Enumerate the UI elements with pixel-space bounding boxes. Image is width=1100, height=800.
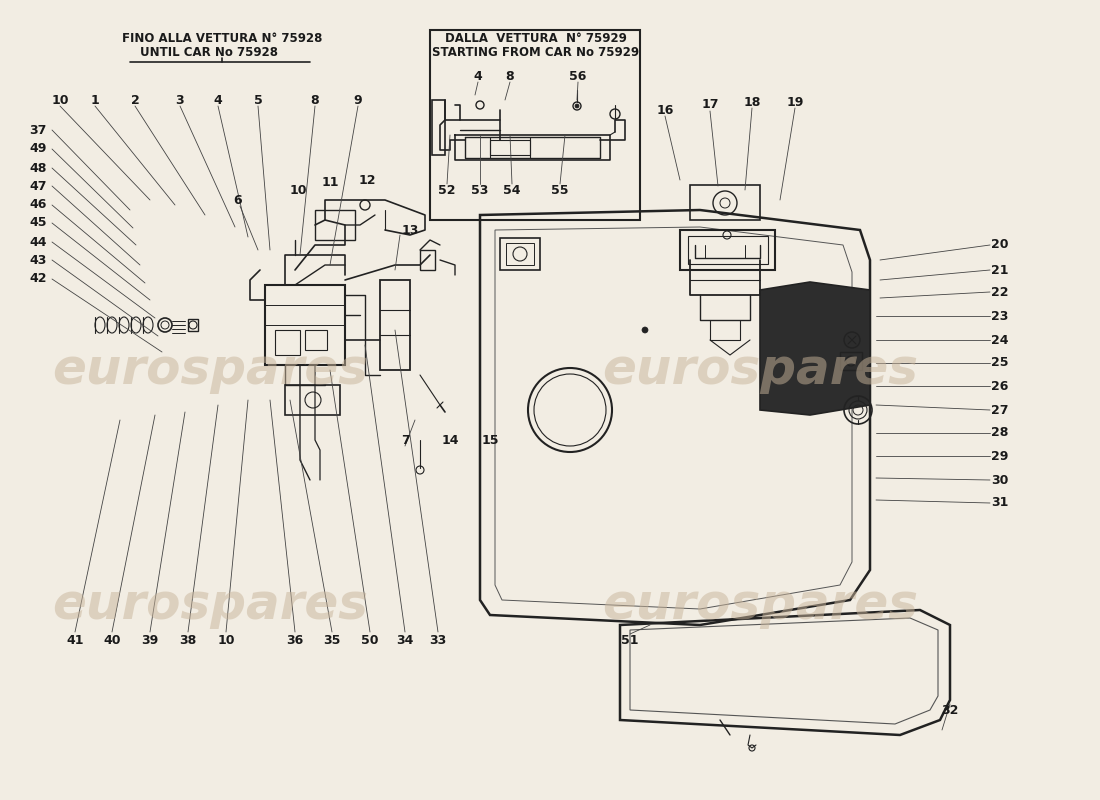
- Text: 50: 50: [361, 634, 378, 646]
- Text: FINO ALLA VETTURA N° 75928: FINO ALLA VETTURA N° 75928: [122, 31, 322, 45]
- Text: 52: 52: [438, 183, 455, 197]
- Text: 19: 19: [786, 95, 804, 109]
- Text: DALLA  VETTURA  N° 75929: DALLA VETTURA N° 75929: [446, 31, 627, 45]
- Text: 51: 51: [621, 634, 639, 646]
- Bar: [430, 30, 640, 220]
- Text: 4: 4: [213, 94, 222, 106]
- Bar: [265, 285, 345, 365]
- Text: 10: 10: [218, 634, 234, 646]
- Text: 18: 18: [744, 95, 761, 109]
- Text: 44: 44: [30, 235, 46, 249]
- Text: 56: 56: [570, 70, 586, 82]
- Text: 5: 5: [254, 94, 263, 106]
- Text: 9: 9: [354, 94, 362, 106]
- Text: 48: 48: [30, 162, 46, 174]
- Text: 28: 28: [991, 426, 1009, 439]
- Text: 4: 4: [474, 70, 483, 82]
- Bar: [379, 280, 410, 370]
- Text: 30: 30: [991, 474, 1009, 486]
- Circle shape: [575, 104, 579, 108]
- Text: 49: 49: [30, 142, 46, 155]
- Bar: [688, 236, 768, 264]
- Text: 31: 31: [991, 497, 1009, 510]
- Bar: [840, 352, 862, 370]
- Text: 8: 8: [310, 94, 319, 106]
- Text: 55: 55: [551, 183, 569, 197]
- Text: 20: 20: [991, 238, 1009, 251]
- Text: 6: 6: [233, 194, 242, 206]
- Bar: [315, 210, 355, 240]
- Text: 54: 54: [504, 183, 520, 197]
- Text: 40: 40: [103, 634, 121, 646]
- Text: 32: 32: [942, 703, 959, 717]
- Text: UNTIL CAR No 75928: UNTIL CAR No 75928: [140, 46, 278, 58]
- Text: 1: 1: [90, 94, 99, 106]
- Text: 10: 10: [52, 94, 68, 106]
- Text: 13: 13: [402, 223, 419, 237]
- Bar: [500, 238, 540, 270]
- Text: eurospares: eurospares: [52, 346, 368, 394]
- Bar: [420, 250, 434, 270]
- Text: 43: 43: [30, 254, 46, 266]
- Text: 34: 34: [396, 634, 414, 646]
- Bar: [275, 330, 300, 355]
- Bar: [506, 243, 534, 265]
- Polygon shape: [760, 282, 870, 415]
- Text: 8: 8: [506, 70, 515, 82]
- Text: 25: 25: [991, 357, 1009, 370]
- Text: 35: 35: [323, 634, 341, 646]
- Text: 38: 38: [179, 634, 197, 646]
- Bar: [490, 140, 530, 155]
- Text: 12: 12: [359, 174, 376, 186]
- Text: 47: 47: [30, 179, 46, 193]
- Text: 39: 39: [142, 634, 158, 646]
- Text: eurospares: eurospares: [52, 581, 368, 629]
- Text: 42: 42: [30, 273, 46, 286]
- Text: 14: 14: [441, 434, 459, 446]
- Bar: [690, 185, 760, 220]
- Text: 16: 16: [657, 103, 673, 117]
- Circle shape: [642, 327, 648, 333]
- Text: 7: 7: [400, 434, 409, 446]
- Text: 46: 46: [30, 198, 46, 211]
- Text: 17: 17: [702, 98, 718, 111]
- Text: 27: 27: [991, 403, 1009, 417]
- Text: 26: 26: [991, 379, 1009, 393]
- Text: 45: 45: [30, 217, 46, 230]
- Text: 33: 33: [429, 634, 447, 646]
- Text: 24: 24: [991, 334, 1009, 346]
- Text: eurospares: eurospares: [602, 346, 918, 394]
- Text: STARTING FROM CAR No 75929: STARTING FROM CAR No 75929: [432, 46, 639, 59]
- Text: 29: 29: [991, 450, 1009, 462]
- Text: 53: 53: [471, 183, 488, 197]
- Text: 11: 11: [321, 175, 339, 189]
- Text: 23: 23: [991, 310, 1009, 322]
- Bar: [285, 385, 340, 415]
- Text: 37: 37: [30, 123, 46, 137]
- Text: 22: 22: [991, 286, 1009, 298]
- Text: 21: 21: [991, 263, 1009, 277]
- Text: 36: 36: [286, 634, 304, 646]
- Text: 41: 41: [66, 634, 84, 646]
- Text: 2: 2: [131, 94, 140, 106]
- Text: 10: 10: [289, 183, 307, 197]
- Bar: [188, 319, 198, 331]
- Text: 15: 15: [482, 434, 498, 446]
- Text: eurospares: eurospares: [602, 581, 918, 629]
- Text: 3: 3: [176, 94, 185, 106]
- Bar: [305, 330, 327, 350]
- Bar: [680, 230, 775, 270]
